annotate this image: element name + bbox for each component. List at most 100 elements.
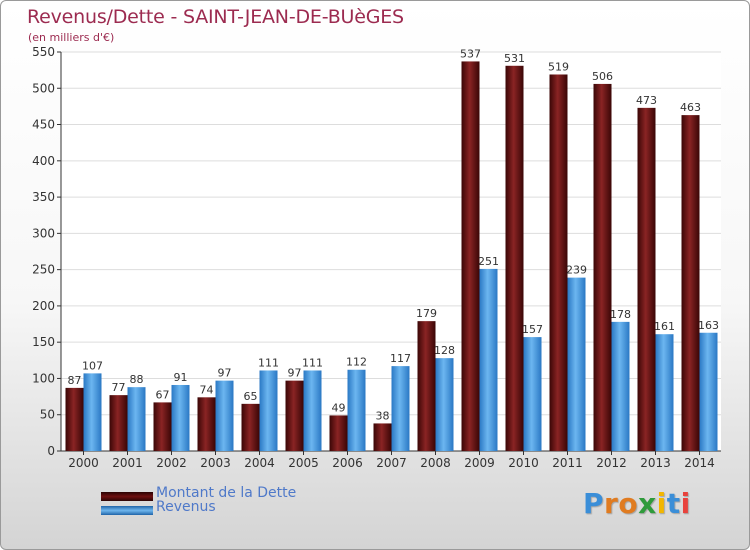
data-label-dette-2003: 74 — [200, 383, 214, 396]
data-label-revenus-2008: 128 — [434, 344, 455, 357]
x-tick-label: 2014 — [684, 456, 715, 470]
data-label-dette-2001: 77 — [112, 381, 126, 394]
bar-revenus-2013 — [655, 334, 674, 451]
x-tick-label: 2006 — [332, 456, 363, 470]
data-label-revenus-2004: 111 — [258, 356, 279, 369]
bar-revenus-2011 — [567, 277, 586, 451]
bar-dette-2004 — [241, 403, 260, 451]
bar-revenus-2001 — [127, 387, 146, 451]
bar-revenus-2012 — [611, 321, 630, 451]
data-label-revenus-2014: 163 — [698, 319, 719, 332]
legend-label-dette: Montant de la Dette — [156, 485, 297, 501]
x-tick-label: 2009 — [464, 456, 495, 470]
bar-revenus-2003 — [215, 380, 234, 451]
logo-letter: t — [666, 487, 681, 520]
y-tick-label: 350 — [32, 190, 55, 204]
logo-letter: x — [638, 487, 657, 520]
bar-revenus-2002 — [171, 384, 190, 451]
x-tick-label: 2013 — [640, 456, 671, 470]
bar-revenus-2005 — [303, 370, 322, 451]
bar-dette-2002 — [153, 402, 172, 451]
data-label-revenus-2003: 97 — [218, 367, 232, 380]
x-tick-label: 2002 — [156, 456, 187, 470]
bar-dette-2010 — [505, 65, 524, 452]
data-label-dette-2002: 67 — [156, 388, 170, 401]
x-tick-label: 2010 — [508, 456, 539, 470]
bar-revenus-2008 — [435, 358, 454, 451]
data-label-revenus-2005: 111 — [302, 356, 323, 369]
data-label-dette-2004: 65 — [244, 390, 258, 403]
legend-label-revenus: Revenus — [156, 499, 216, 515]
y-tick-label: 150 — [32, 335, 55, 349]
logo-letter: i — [680, 487, 691, 520]
data-label-dette-2010: 531 — [504, 52, 525, 65]
bar-revenus-2010 — [523, 337, 542, 451]
x-tick-label: 2007 — [376, 456, 407, 470]
y-tick-label: 200 — [32, 299, 55, 313]
x-tick-label: 2008 — [420, 456, 451, 470]
logo-letter: i — [656, 487, 667, 520]
data-label-revenus-2006: 112 — [346, 356, 367, 369]
bar-dette-2011 — [549, 74, 568, 452]
y-tick-label: 400 — [32, 154, 55, 168]
data-label-revenus-2002: 91 — [174, 371, 188, 384]
bar-revenus-2006 — [347, 369, 366, 451]
data-label-dette-2005: 97 — [288, 367, 302, 380]
logo-letter: P — [583, 487, 605, 520]
bar-revenus-2007 — [391, 366, 410, 451]
bar-dette-2001 — [109, 395, 128, 451]
data-label-revenus-2010: 157 — [522, 323, 543, 336]
y-tick-label: 550 — [32, 45, 55, 59]
bar-revenus-2009 — [479, 268, 498, 451]
bar-dette-2012 — [593, 83, 612, 452]
y-tick-label: 50 — [40, 408, 55, 422]
y-tick-label: 250 — [32, 263, 55, 277]
bar-dette-2006 — [329, 415, 348, 451]
bar-dette-2000 — [65, 387, 84, 451]
chart-subtitle: (en milliers d'€) — [28, 31, 115, 44]
bar-dette-2005 — [285, 380, 304, 451]
x-tick-label: 2003 — [200, 456, 231, 470]
data-label-revenus-2001: 88 — [130, 373, 144, 386]
data-label-dette-2007: 38 — [376, 409, 390, 422]
data-label-revenus-2009: 251 — [478, 255, 499, 268]
data-label-revenus-2011: 239 — [566, 264, 587, 277]
data-label-dette-2006: 49 — [332, 401, 346, 414]
data-label-revenus-2000: 107 — [82, 359, 103, 372]
x-tick-label: 2004 — [244, 456, 275, 470]
bar-dette-2014 — [681, 115, 700, 451]
logo-letter: r — [604, 487, 619, 520]
bar-dette-2007 — [373, 423, 392, 451]
y-tick-label: 450 — [32, 118, 55, 132]
bar-dette-2013 — [637, 107, 656, 452]
x-tick-label: 2005 — [288, 456, 319, 470]
bar-dette-2003 — [197, 397, 216, 451]
bar-revenus-2000 — [83, 373, 102, 451]
y-tick-label: 500 — [32, 81, 55, 95]
chart-title: Revenus/Dette - SAINT-JEAN-DE-BUèGES — [27, 6, 404, 28]
proxiti-logo: Proxiti — [583, 487, 691, 520]
legend-swatch-revenus — [101, 506, 153, 515]
bar-revenus-2014 — [699, 332, 718, 451]
data-label-dette-2000: 87 — [68, 374, 82, 387]
data-label-dette-2008: 179 — [416, 307, 437, 320]
data-label-revenus-2012: 178 — [610, 308, 631, 321]
data-label-revenus-2007: 117 — [390, 352, 411, 365]
y-tick-label: 100 — [32, 371, 55, 385]
y-tick-label: 0 — [47, 444, 55, 458]
x-tick-label: 2011 — [552, 456, 583, 470]
bar-dette-2008 — [417, 321, 436, 451]
data-label-dette-2014: 463 — [680, 101, 701, 114]
data-label-dette-2013: 473 — [636, 94, 657, 107]
legend-swatch-dette — [101, 492, 153, 501]
bar-dette-2009 — [461, 61, 480, 451]
x-tick-label: 2012 — [596, 456, 627, 470]
data-label-dette-2011: 519 — [548, 60, 569, 73]
data-label-revenus-2013: 161 — [654, 320, 675, 333]
data-label-dette-2012: 506 — [592, 70, 613, 83]
x-tick-label: 2001 — [112, 456, 143, 470]
y-tick-label: 300 — [32, 226, 55, 240]
data-label-dette-2009: 537 — [460, 47, 481, 60]
